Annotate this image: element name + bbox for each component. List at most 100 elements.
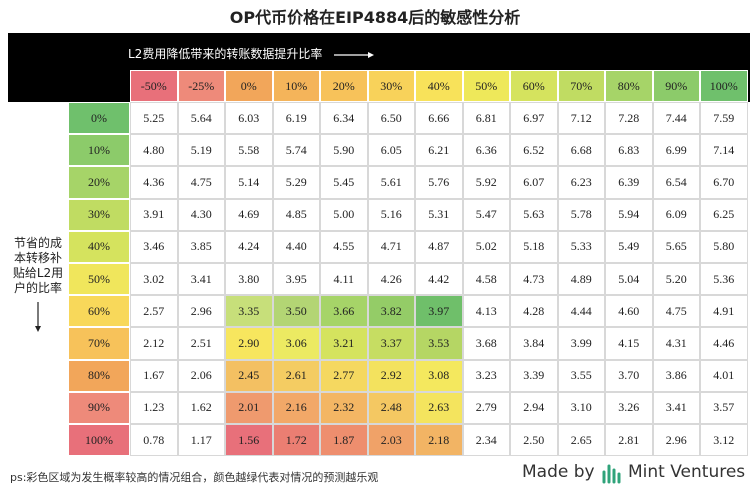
table-cell: 6.21 [415, 134, 463, 167]
table-cell: 6.68 [557, 134, 605, 167]
table-cell: 5.04 [605, 263, 653, 296]
table-cell: 2.03 [367, 424, 415, 457]
column-header: 80% [605, 70, 653, 102]
table-cell: 4.73 [510, 263, 558, 296]
table-cell: 5.63 [510, 198, 558, 231]
footnote: ps:彩色区域为发生概率较高的情况组合，颜色越绿代表对情况的预测越乐观 [10, 471, 379, 484]
table-cell: 3.50 [272, 295, 320, 328]
table-cell: 4.40 [272, 230, 320, 263]
row-header: 0% [68, 102, 130, 135]
table-cell: 6.39 [605, 166, 653, 199]
table-cell: 2.63 [415, 391, 463, 424]
table-cell: 6.09 [652, 198, 700, 231]
table-cell: 4.31 [652, 327, 700, 360]
table-cell: 6.54 [652, 166, 700, 199]
row-header: 60% [68, 295, 130, 328]
row-axis-line: 贴给L2用 [12, 266, 64, 280]
table-cell: 5.74 [272, 134, 320, 167]
table-cell: 1.67 [130, 359, 178, 392]
table-cell: 3.41 [652, 391, 700, 424]
column-header: 0% [225, 70, 273, 102]
table-cell: 2.51 [177, 327, 225, 360]
table-cell: 4.13 [462, 295, 510, 328]
table-cell: 4.69 [225, 198, 273, 231]
table-cell: 4.46 [700, 327, 748, 360]
table-cell: 3.80 [225, 263, 273, 296]
table-cell: 5.36 [700, 263, 748, 296]
column-header: 40% [415, 70, 463, 102]
row-axis-line: 本转移补 [13, 251, 62, 265]
table-cell: 2.96 [177, 295, 225, 328]
table-cell: 6.97 [510, 102, 558, 135]
table-cell: 5.94 [605, 198, 653, 231]
table-cell: 3.82 [367, 295, 415, 328]
table-cell: 2.57 [130, 295, 178, 328]
table-cell: 6.25 [700, 198, 748, 231]
table-cell: 6.70 [700, 166, 748, 199]
table-cell: 7.12 [557, 102, 605, 135]
table-cell: 6.66 [415, 102, 463, 135]
table-cell: 6.81 [462, 102, 510, 135]
table-cell: 2.77 [320, 359, 368, 392]
row-header: 30% [68, 198, 130, 231]
table-cell: 3.99 [557, 327, 605, 360]
table-cell: 3.37 [367, 327, 415, 360]
brand: Mint Ventures [628, 462, 746, 482]
table-cell: 3.70 [605, 359, 653, 392]
column-header: -50% [130, 70, 178, 102]
table-cell: 2.92 [367, 359, 415, 392]
table-cell: 6.99 [652, 134, 700, 167]
table-cell: 2.61 [272, 359, 320, 392]
table-cell: 4.87 [415, 230, 463, 263]
table-cell: 6.34 [320, 102, 368, 135]
table-cell: 6.19 [272, 102, 320, 135]
row-header: 90% [68, 391, 130, 424]
table-cell: 5.64 [177, 102, 225, 135]
table-cell: 5.16 [367, 198, 415, 231]
logo [602, 464, 621, 484]
table-cell: 3.57 [700, 391, 748, 424]
table-cell: 5.20 [652, 263, 700, 296]
title: OP代币价格在EIP4884后的敏感性分析 [229, 8, 521, 27]
arrow [334, 51, 375, 58]
table-cell: 3.84 [510, 327, 558, 360]
table-cell: 5.49 [605, 230, 653, 263]
table-cell: 3.39 [510, 359, 558, 392]
table-cell: 5.80 [700, 230, 748, 263]
table-cell: 2.90 [225, 327, 273, 360]
column-header: 10% [272, 70, 320, 102]
column-header: -25% [177, 70, 225, 102]
table-cell: 7.44 [652, 102, 700, 135]
table-cell: 1.72 [272, 424, 320, 457]
table-cell: 6.23 [557, 166, 605, 199]
table-cell: 1.17 [177, 424, 225, 457]
table-cell: 5.02 [462, 230, 510, 263]
table-cell: 7.14 [700, 134, 748, 167]
table-cell: 4.58 [462, 263, 510, 296]
table-cell: 2.45 [225, 359, 273, 392]
table-cell: 3.55 [557, 359, 605, 392]
table-cell: 5.90 [320, 134, 368, 167]
made-by: Made by [522, 462, 595, 482]
table-cell: 2.79 [462, 391, 510, 424]
table-cell: 5.47 [462, 198, 510, 231]
table-cell: 3.91 [130, 198, 178, 231]
table-cell: 4.36 [130, 166, 178, 199]
table-cell: 1.87 [320, 424, 368, 457]
table-cell: 6.36 [462, 134, 510, 167]
table-cell: 2.32 [320, 391, 368, 424]
table-cell: 4.30 [177, 198, 225, 231]
table-cell: 3.97 [415, 295, 463, 328]
column-header: 50% [462, 70, 510, 102]
table-cell: 4.55 [320, 230, 368, 263]
table-cell: 5.25 [130, 102, 178, 135]
column-header: 70% [557, 70, 605, 102]
table-cell: 6.50 [367, 102, 415, 135]
table-cell: 3.86 [652, 359, 700, 392]
table-cell: 7.28 [605, 102, 653, 135]
table-cell: 7.59 [700, 102, 748, 135]
table-cell: 4.91 [700, 295, 748, 328]
table-cell: 3.06 [272, 327, 320, 360]
row-header: 20% [68, 166, 130, 199]
